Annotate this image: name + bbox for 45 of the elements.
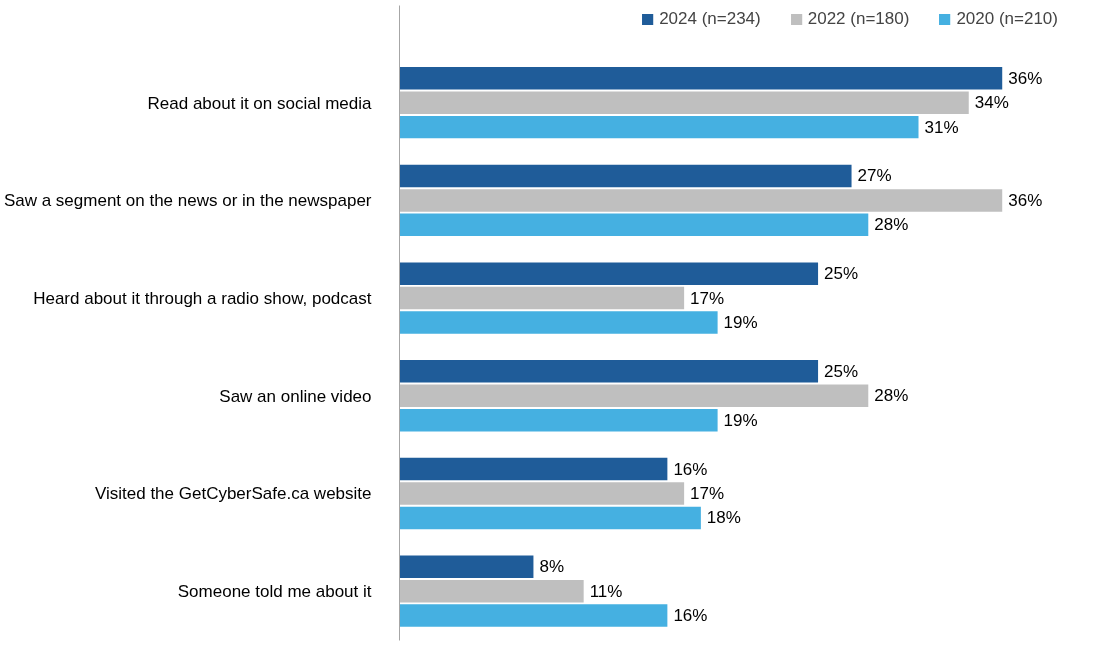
data-label: 27% — [857, 166, 892, 186]
data-label: 17% — [690, 288, 725, 308]
data-label: 8% — [539, 557, 565, 577]
bar — [399, 579, 584, 603]
data-label: 18% — [706, 508, 741, 528]
data-label: 11% — [589, 581, 623, 601]
bar — [399, 164, 852, 188]
data-label: 19% — [723, 410, 758, 430]
data-label: 28% — [874, 386, 909, 406]
bar — [399, 408, 718, 432]
data-label: 34% — [974, 93, 1009, 113]
data-label: 25% — [824, 361, 859, 381]
y-tick-label: Someone told me about it — [177, 582, 372, 602]
legend-label: 2020 (n=210) — [956, 9, 1058, 29]
y-tick-label: Visited the GetCyberSafe.ca website — [94, 484, 372, 504]
legend-label: 2022 (n=180) — [807, 9, 910, 29]
y-tick-label: Heard about it through a radio show, podcast — [33, 289, 372, 309]
bar — [399, 189, 1003, 212]
data-label: 16% — [673, 606, 708, 626]
data-label: 25% — [824, 264, 859, 284]
data-label: 28% — [874, 215, 909, 235]
data-label: 17% — [690, 483, 725, 503]
legend-label: 2024 (n=234) — [659, 9, 761, 29]
data-label: 31% — [924, 117, 959, 137]
y-tick-label: Saw a segment on the news or in the newspaper — [3, 191, 372, 211]
bar — [399, 91, 969, 114]
data-label: 16% — [673, 459, 708, 479]
data-label: 36% — [1008, 68, 1043, 88]
data-label: 19% — [723, 313, 758, 333]
bar — [399, 604, 668, 627]
data-label: 36% — [1008, 190, 1043, 210]
bar — [399, 286, 685, 310]
bar — [399, 262, 819, 285]
bar — [399, 360, 819, 383]
bar — [399, 506, 701, 530]
bar — [399, 457, 668, 481]
bar — [399, 482, 685, 505]
bar — [399, 67, 1003, 90]
bar — [399, 115, 919, 139]
bar — [399, 555, 534, 578]
bar — [399, 311, 718, 334]
bar — [399, 213, 869, 237]
y-tick-label: Saw an online video — [219, 386, 372, 406]
bar — [399, 384, 869, 408]
y-tick-label: Read about it on social media — [147, 93, 373, 113]
